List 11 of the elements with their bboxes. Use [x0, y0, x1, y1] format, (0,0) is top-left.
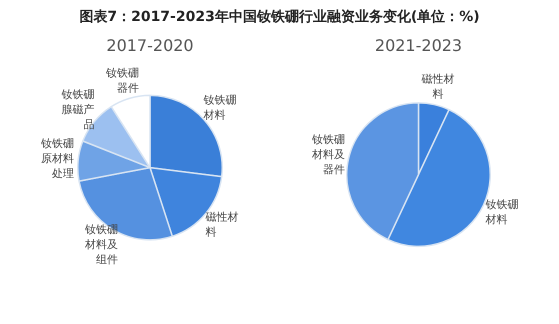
slice-label: 磁性材料	[204, 210, 239, 238]
slice-label: 钕铁硼材料及器件	[310, 132, 345, 176]
slice-label: 钕铁硼原材料处理	[40, 136, 74, 180]
slice-label: 钕铁硼腺磁产品	[60, 88, 94, 131]
slice-label: 钕铁硼器件	[104, 66, 139, 94]
chart-title: 2017-2020	[106, 36, 194, 55]
slice-label: 钕铁硼材料	[484, 198, 519, 226]
chart-title: 2021-2023	[374, 36, 462, 55]
slice-label: 磁性材料	[420, 72, 455, 100]
slice-label: 钕铁硼材料	[202, 93, 237, 122]
text: 图表7：2017-2023年中国钕铁硼行业融资业务变化(单位：%)	[78, 8, 481, 26]
